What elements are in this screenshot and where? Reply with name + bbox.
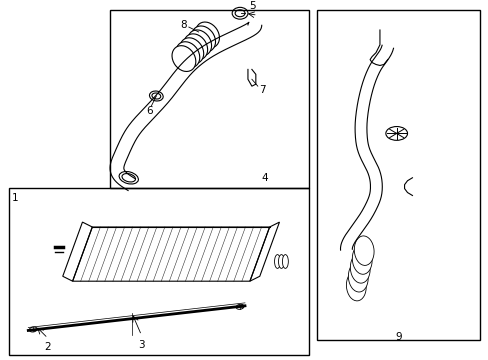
Ellipse shape (195, 22, 219, 48)
Ellipse shape (346, 271, 366, 301)
Ellipse shape (278, 255, 284, 269)
Text: 4: 4 (261, 173, 267, 183)
Ellipse shape (176, 42, 199, 68)
Text: 7: 7 (259, 85, 265, 95)
Bar (316, 10, 479, 340)
Text: 5: 5 (249, 1, 256, 11)
Text: 2: 2 (44, 342, 51, 352)
Ellipse shape (349, 254, 369, 283)
Ellipse shape (236, 304, 244, 309)
Ellipse shape (347, 262, 367, 292)
Ellipse shape (187, 30, 211, 56)
Ellipse shape (180, 38, 203, 64)
Ellipse shape (351, 245, 371, 274)
Ellipse shape (282, 255, 288, 269)
Ellipse shape (191, 26, 215, 52)
Bar (110, 10, 308, 188)
Ellipse shape (274, 255, 280, 269)
Ellipse shape (183, 34, 207, 60)
Bar (9, 188, 308, 355)
Ellipse shape (172, 46, 195, 72)
Ellipse shape (29, 327, 37, 332)
Text: 9: 9 (394, 332, 401, 342)
Ellipse shape (354, 236, 373, 265)
Text: 3: 3 (138, 340, 144, 350)
Text: 8: 8 (180, 20, 187, 30)
Text: 6: 6 (146, 106, 152, 116)
Text: 1: 1 (12, 193, 18, 203)
